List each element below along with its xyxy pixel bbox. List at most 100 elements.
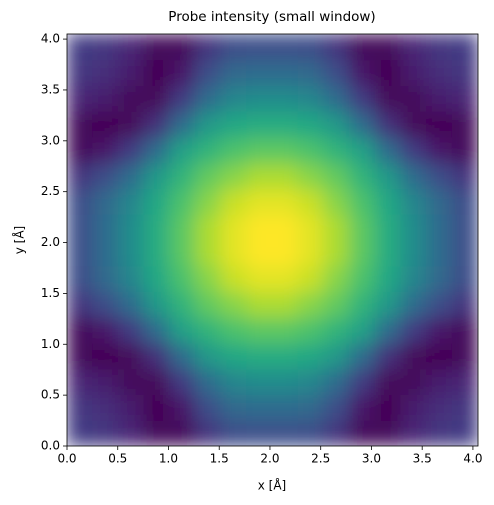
heatmap-cell (143, 265, 171, 292)
heatmap-cell (323, 213, 351, 241)
heatmap-cell (169, 162, 196, 189)
heatmap-cell (92, 162, 119, 189)
heatmap-cell (374, 291, 402, 318)
y-tick-label: 0.5 (41, 388, 60, 402)
heatmap-cell (272, 213, 299, 241)
heatmap-cell (451, 239, 479, 267)
heatmap-cell (426, 368, 453, 395)
heatmap-cell (246, 213, 273, 241)
heatmap-cell (220, 136, 248, 164)
heatmap-cell (66, 188, 94, 215)
heatmap-cell (92, 239, 119, 267)
heatmap-cell (92, 188, 119, 215)
heatmap-cell (400, 188, 428, 215)
heatmap-cell (297, 85, 325, 112)
heatmap-cell (92, 419, 119, 447)
heatmap-cell (323, 291, 351, 318)
heatmap-cell (246, 239, 273, 267)
x-tick-label: 0.0 (57, 452, 76, 466)
heatmap-cell (451, 213, 479, 241)
heatmap-cell (117, 291, 145, 318)
heatmap-cell (323, 394, 351, 421)
heatmap-cell (426, 291, 453, 318)
heatmap-cell (143, 316, 171, 344)
heatmap-cell (349, 342, 376, 370)
heatmap-cell (297, 136, 325, 164)
heatmap-cell (220, 291, 248, 318)
heatmap-cell (220, 239, 248, 267)
heatmap-cell (66, 265, 94, 292)
heatmap-cell (220, 213, 248, 241)
heatmap-cell (374, 59, 402, 86)
y-tick-label: 3.0 (41, 133, 60, 147)
heatmap-cell (451, 136, 479, 164)
y-tick-label: 4.0 (41, 32, 60, 46)
heatmap-cell (349, 291, 376, 318)
heatmap-cell (272, 188, 299, 215)
heatmap-cell (66, 213, 94, 241)
heatmap-cell (143, 342, 171, 370)
heatmap-cell (323, 85, 351, 112)
heatmap-cell (451, 110, 479, 138)
heatmap-cell (323, 33, 351, 61)
heatmap-cell (451, 368, 479, 395)
heatmap-cell (194, 110, 222, 138)
y-tick-label: 2.5 (41, 184, 60, 198)
heatmap-cell (246, 265, 273, 292)
heatmap-cell (323, 265, 351, 292)
heatmap-cell (220, 342, 248, 370)
heatmap-cell (92, 342, 119, 370)
heatmap-cell (272, 265, 299, 292)
heatmap-cell (143, 162, 171, 189)
x-tick-label: 1.0 (159, 452, 178, 466)
heatmap-cell (66, 291, 94, 318)
heatmap-cell (143, 85, 171, 112)
heatmap-cell (400, 239, 428, 267)
heatmap-cell (426, 110, 453, 138)
heatmap-cell (143, 188, 171, 215)
heatmap-cell (194, 342, 222, 370)
heatmap-cell (194, 59, 222, 86)
heatmap-cell (272, 316, 299, 344)
heatmap-cell (426, 188, 453, 215)
heatmap-cell (426, 162, 453, 189)
heatmap-cell (349, 239, 376, 267)
heatmap-cell (117, 239, 145, 267)
heatmap-cell (451, 265, 479, 292)
heatmap-cell (349, 419, 376, 447)
heatmap-cell (143, 136, 171, 164)
heatmap-cell (323, 368, 351, 395)
heatmap-cell (143, 291, 171, 318)
heatmap-cell (400, 33, 428, 61)
heatmap-cell (117, 59, 145, 86)
heatmap-cell (194, 188, 222, 215)
heatmap-cell (323, 316, 351, 344)
heatmap-cell (374, 419, 402, 447)
heatmap-cell (117, 110, 145, 138)
heatmap-cell (272, 419, 299, 447)
heatmap-cell (374, 136, 402, 164)
heatmap-cell (220, 162, 248, 189)
heatmap-cell (272, 291, 299, 318)
heatmap-cell (66, 342, 94, 370)
heatmap-cell (220, 59, 248, 86)
heatmap-cell (169, 85, 196, 112)
heatmap-cell (117, 342, 145, 370)
heatmap-cell (194, 394, 222, 421)
heatmap-cell (92, 394, 119, 421)
heatmap-cell (194, 33, 222, 61)
heatmap-cell (92, 291, 119, 318)
heatmap-cell (349, 33, 376, 61)
heatmap-cell (297, 162, 325, 189)
heatmap-cell (297, 213, 325, 241)
y-tick-label: 0.0 (41, 439, 60, 453)
heatmap-cell (194, 316, 222, 344)
heatmap-cell (426, 342, 453, 370)
heatmap-cell (374, 394, 402, 421)
heatmap-cell (117, 368, 145, 395)
heatmap-cell (426, 85, 453, 112)
heatmap-cell (374, 368, 402, 395)
heatmap-cell (143, 213, 171, 241)
heatmap-cell (143, 33, 171, 61)
